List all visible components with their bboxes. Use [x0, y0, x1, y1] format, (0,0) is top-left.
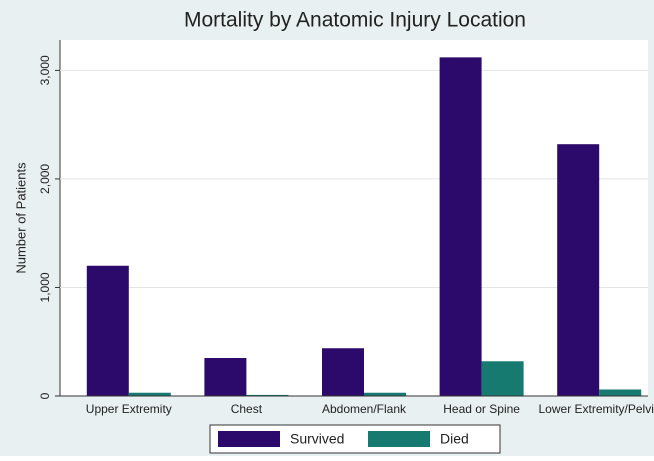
- chart-title: Mortality by Anatomic Injury Location: [184, 9, 526, 32]
- bar: [557, 144, 600, 396]
- bar: [86, 265, 129, 396]
- legend-swatch: [368, 431, 430, 447]
- y-tick-label: 1,000: [38, 272, 52, 302]
- bar: [322, 348, 364, 396]
- bar: [481, 361, 524, 396]
- bar: [128, 392, 171, 396]
- x-tick-label: Chest: [231, 402, 263, 416]
- bar: [439, 57, 482, 397]
- bar: [364, 392, 406, 396]
- bar: [599, 389, 642, 396]
- x-tick-label: Head or Spine: [443, 402, 520, 416]
- x-tick-label: Abdomen/Flank: [322, 402, 407, 416]
- legend-label: Survived: [290, 431, 344, 447]
- y-axis-label: Number of Patients: [13, 162, 28, 274]
- y-tick-label: 0: [38, 392, 52, 399]
- x-tick-label: Upper Extremity: [86, 402, 172, 416]
- bar: [246, 394, 289, 396]
- y-tick-label: 3,000: [38, 55, 52, 85]
- x-tick-label: Lower Extremity/Pelvis: [539, 402, 654, 416]
- plot-area: [60, 40, 648, 396]
- y-tick-label: 2,000: [38, 164, 52, 194]
- legend-swatch: [218, 431, 280, 447]
- legend-label: Died: [440, 431, 469, 447]
- bar: [204, 358, 247, 396]
